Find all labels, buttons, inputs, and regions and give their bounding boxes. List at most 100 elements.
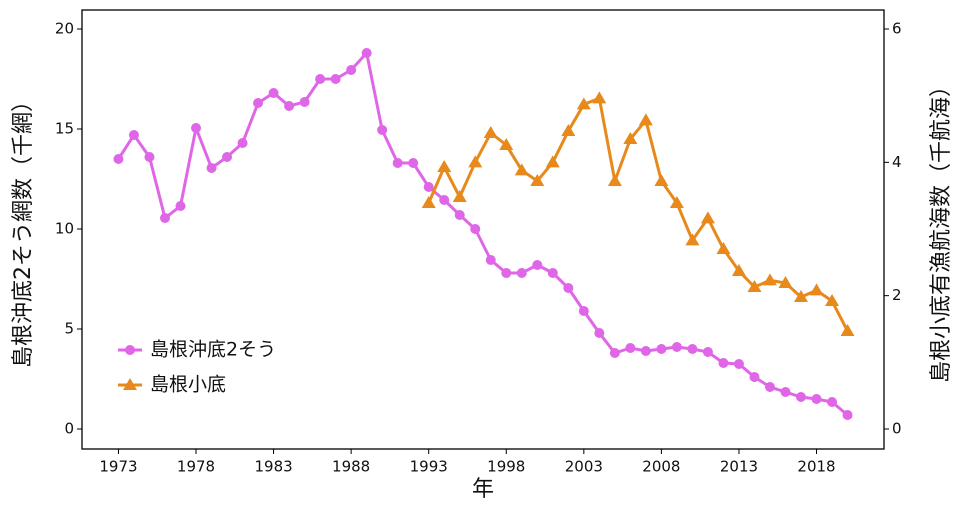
data-point — [514, 163, 529, 176]
data-point — [377, 125, 388, 135]
data-point — [592, 91, 607, 104]
data-point — [638, 113, 653, 126]
data-point — [144, 152, 155, 162]
data-point — [825, 294, 840, 306]
x-tick-label: 1978 — [177, 458, 215, 476]
data-point — [576, 97, 591, 110]
x-tick-label: 2003 — [565, 458, 603, 476]
data-point — [687, 344, 698, 354]
data-point — [796, 392, 807, 402]
data-point — [716, 242, 731, 254]
x-tick-label: 2018 — [797, 458, 835, 476]
data-point — [762, 273, 777, 286]
data-point — [794, 290, 809, 302]
data-point — [470, 224, 481, 234]
y-tick-label: 15 — [55, 120, 74, 138]
x-axis-title: 年 — [472, 477, 494, 502]
data-point — [268, 88, 279, 98]
y2-tick-label: 4 — [892, 153, 902, 171]
data-point — [733, 359, 744, 369]
data-point — [315, 74, 326, 84]
data-point — [640, 346, 651, 356]
data-point — [468, 155, 483, 168]
data-point — [437, 160, 452, 172]
data-point — [299, 97, 310, 107]
legend-marker — [123, 378, 137, 390]
data-point — [764, 382, 775, 392]
x-tick-label: 1973 — [99, 458, 137, 476]
data-point — [175, 201, 186, 211]
data-point — [483, 126, 498, 138]
y2-tick-label: 0 — [892, 420, 902, 438]
x-tick-label: 1988 — [332, 458, 370, 476]
data-point — [731, 264, 746, 276]
data-point — [206, 163, 217, 173]
data-point — [237, 138, 248, 148]
data-point — [625, 343, 636, 353]
data-point — [501, 268, 512, 278]
data-point — [421, 196, 436, 208]
data-point — [408, 158, 419, 168]
data-point — [749, 372, 760, 382]
data-point — [561, 124, 576, 136]
data-point — [840, 324, 855, 336]
data-point — [284, 101, 295, 111]
data-point — [361, 48, 372, 58]
data-point — [718, 358, 729, 368]
data-point — [499, 138, 514, 150]
data-point — [607, 174, 622, 186]
data-point — [113, 154, 124, 164]
legend-label: 島根小底 — [150, 374, 226, 396]
x-tick-label: 1998 — [487, 458, 525, 476]
data-point — [454, 210, 465, 220]
data-point — [778, 276, 793, 288]
data-point — [671, 342, 682, 352]
data-point — [654, 174, 669, 186]
data-point — [547, 268, 558, 278]
data-point — [128, 130, 139, 140]
data-point — [780, 387, 791, 397]
data-point — [485, 255, 496, 265]
data-point — [222, 152, 233, 162]
data-point — [452, 190, 467, 202]
data-point — [532, 260, 543, 270]
data-point — [656, 344, 667, 354]
data-point — [530, 174, 545, 186]
data-point — [842, 410, 853, 420]
y2-tick-label: 6 — [892, 20, 902, 38]
x-tick-label: 2008 — [642, 458, 680, 476]
x-tick-label: 1983 — [254, 458, 292, 476]
data-point — [423, 182, 434, 192]
data-point — [563, 283, 574, 293]
legend-label: 島根沖底2そう — [150, 339, 276, 361]
y-tick-label: 5 — [64, 320, 74, 338]
data-point — [809, 283, 824, 296]
data-point — [330, 74, 341, 84]
data-point — [594, 328, 605, 338]
data-point — [191, 123, 202, 133]
series-line — [427, 96, 849, 332]
data-point — [747, 280, 762, 292]
data-point — [811, 394, 822, 404]
legend-marker — [125, 345, 135, 355]
data-point — [439, 195, 450, 205]
data-point — [700, 211, 715, 224]
y-tick-label: 20 — [55, 20, 74, 38]
data-point — [253, 98, 264, 108]
x-tick-label: 1993 — [410, 458, 448, 476]
y2-axis-title: 島根小底有漁航海数（千航海） — [929, 75, 954, 383]
data-point — [623, 132, 638, 144]
data-point — [516, 268, 527, 278]
x-tick-label: 2013 — [720, 458, 758, 476]
y2-tick-label: 2 — [892, 286, 902, 304]
data-point — [827, 397, 838, 407]
y-axis-title: 島根沖底2そう網数（千網） — [11, 90, 36, 368]
y-tick-label: 0 — [64, 420, 74, 438]
data-point — [578, 306, 589, 316]
data-point — [545, 155, 560, 168]
data-point — [609, 348, 620, 358]
data-point — [346, 65, 357, 75]
data-point — [669, 196, 684, 208]
y-tick-label: 10 — [55, 220, 74, 238]
